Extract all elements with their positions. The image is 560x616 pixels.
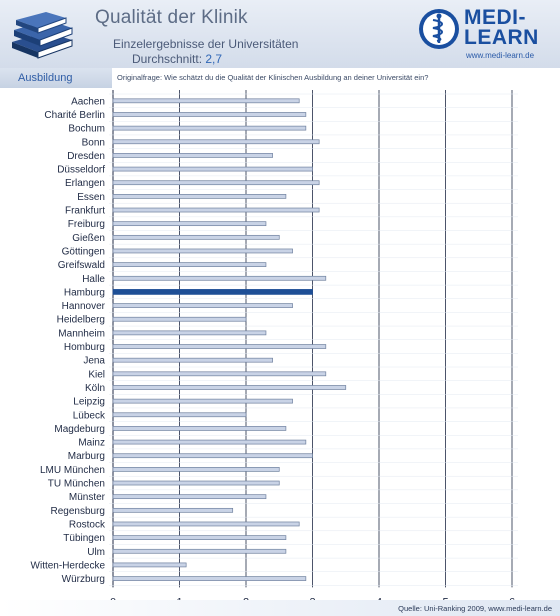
tick-label: 5 [442,596,448,600]
category-label: Magdeburg [54,424,105,435]
category-label: Erlangen [65,178,105,189]
category-label: Halle [82,274,105,285]
category-label: Regensburg [51,506,105,517]
category-label: Münster [69,492,106,503]
bar [112,194,287,199]
bar [112,166,313,172]
bar [112,207,320,213]
bar [112,153,273,158]
category-label: Homburg [64,342,105,353]
category-label: Würzburg [62,574,105,585]
bar [112,180,320,186]
books-icon [12,12,73,59]
category-label: LMU München [40,465,105,476]
section-tab: Ausbildung [0,68,112,88]
bar [112,576,307,581]
bar-chart: Aachen Charité Berlin Bochum Bonn Dresden Düs… [31,90,518,600]
category-label: TU München [48,479,105,490]
bar [112,439,307,445]
bar [112,330,267,336]
tick-label: 2 [243,596,249,600]
category-label: Charité Berlin [44,110,105,121]
bar [112,467,280,472]
bar [112,262,267,267]
category-label: Leipzig [73,397,105,408]
bar [112,480,280,486]
category-label: Köln [85,383,105,394]
bar [112,548,287,554]
logo-text: MEDI- LEARN [464,6,539,49]
bar [112,398,293,404]
bar [112,303,293,308]
caduceus-icon [419,9,459,49]
category-label: Tübingen [63,533,105,544]
category-label: Marburg [68,451,105,462]
category-label: Düsseldorf [57,165,105,176]
bar [112,562,187,568]
category-label: Dresden [67,151,105,162]
bar [112,344,327,349]
bar [112,426,287,431]
bar [112,412,247,418]
bar [112,98,300,104]
bar [112,507,234,513]
bar [112,453,313,459]
tick-label: 4 [376,596,382,600]
category-label: Heidelberg [57,315,105,326]
bar [112,112,307,117]
bar [112,371,327,377]
category-label: Bochum [68,124,105,135]
category-label: Jena [83,356,105,367]
bar [112,221,267,227]
source-note: Quelle: Uni-Ranking 2009, www.medi-learn… [398,604,552,613]
header-band: Qualität der Klinik Einzelergebnisse der… [0,0,560,68]
average-line: Durchschnitt: 2,7 [132,52,222,66]
logo-line2: LEARN [464,26,539,49]
category-label: Bonn [82,137,105,148]
bar [112,316,247,322]
category-label: Ulm [87,547,105,558]
category-label: Witten-Herdecke [31,560,106,571]
bar [112,385,347,390]
category-label: Gießen [72,233,105,244]
bar [112,357,273,363]
category-label: Aachen [71,96,105,107]
category-label: Rostock [69,519,106,530]
category-label: Lübeck [73,410,106,421]
tick-label: 0 [110,596,116,600]
tick-label: 3 [309,596,315,600]
page-subtitle: Einzelergebnisse der Universitäten [113,37,299,51]
category-label: Hamburg [64,287,105,298]
category-label: Hannover [62,301,106,312]
logo-url: www.medi-learn.de [466,51,535,60]
category-label: Mainz [78,438,105,449]
footer-band [0,600,560,616]
bar-highlight [112,289,313,295]
bar [112,234,280,240]
bar [112,494,267,500]
bar [112,535,287,540]
average-value: 2,7 [205,52,223,66]
logo-line1: MEDI- [464,6,526,29]
bar [112,125,307,131]
average-label: Durchschnitt: [132,52,203,66]
tick-label: 1 [176,596,182,600]
question-text: Originalfrage: Wie schätzt du die Qualit… [117,73,429,82]
category-label: Kiel [88,369,105,380]
category-label: Frankfurt [65,206,105,217]
category-label: Mannheim [58,328,105,339]
bar [112,248,293,254]
bar [112,139,320,145]
category-label: Göttingen [62,246,105,257]
bar [112,521,300,527]
category-label: Greifswald [58,260,105,271]
bar [112,275,327,281]
category-label: Essen [77,192,105,203]
page-title: Qualität der Klinik [95,7,248,28]
category-label: Freiburg [68,219,105,230]
tick-label: 6 [509,596,515,600]
